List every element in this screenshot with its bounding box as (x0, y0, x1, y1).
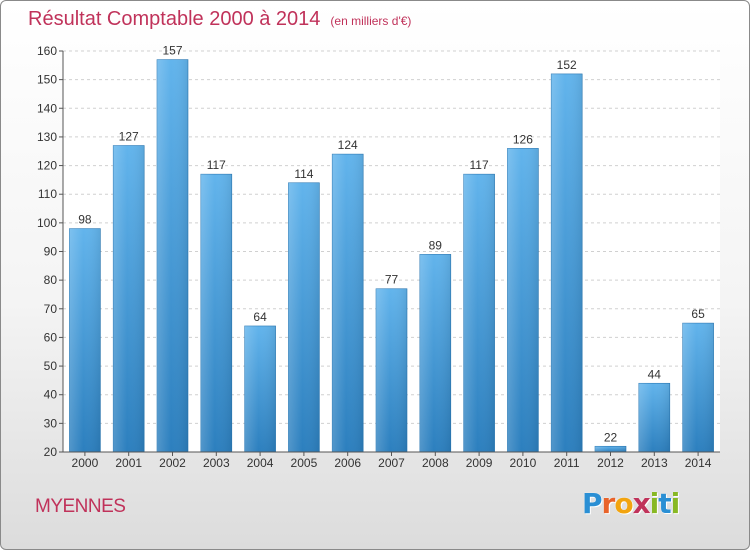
data-label: 126 (513, 132, 533, 146)
data-label: 64 (253, 310, 267, 324)
bar-shine (463, 174, 495, 452)
y-tick-label: 160 (37, 44, 57, 58)
data-label: 22 (604, 430, 618, 444)
y-tick-label: 110 (38, 187, 57, 201)
logo-letter: r (601, 487, 616, 520)
bar-shine (200, 174, 232, 452)
bar-shine (638, 383, 670, 452)
data-label: 127 (119, 130, 139, 144)
bar-shine (69, 228, 101, 452)
town-name: MYENNES (35, 496, 126, 517)
x-tick-label: 2014 (685, 456, 712, 470)
logo-letter: i (649, 487, 660, 520)
y-tick-label: 60 (44, 330, 58, 344)
logo-letter: x (632, 487, 651, 520)
x-tick-label: 2005 (291, 456, 318, 470)
x-tick-label: 2012 (597, 456, 624, 470)
logo-letter: P (582, 487, 603, 520)
data-label: 152 (557, 58, 577, 72)
y-tick-label: 100 (37, 216, 57, 230)
x-tick-label: 2003 (203, 456, 230, 470)
x-tick-label: 2004 (247, 456, 274, 470)
bar-shine (244, 325, 276, 452)
x-tick-label: 2008 (422, 456, 449, 470)
data-label: 157 (162, 44, 182, 58)
bar-shine (288, 182, 320, 452)
y-tick-label: 30 (44, 416, 58, 430)
y-tick-label: 90 (44, 245, 58, 259)
y-tick-label: 140 (37, 101, 57, 115)
bar-shine (682, 323, 714, 452)
x-tick-label: 2000 (72, 456, 99, 470)
bar-shine (332, 154, 364, 452)
proxiti-logo[interactable]: Proxiti (582, 487, 681, 520)
y-tick-label: 40 (44, 388, 58, 402)
data-label: 124 (338, 138, 358, 152)
data-label: 114 (294, 167, 313, 181)
y-tick-label: 120 (37, 159, 57, 173)
bar-shine (113, 145, 145, 452)
y-tick-label: 50 (44, 359, 58, 373)
y-tick-label: 130 (37, 130, 57, 144)
chart-title-text: Résultat Comptable 2000 à 2014 (28, 8, 321, 30)
x-tick-label: 2010 (510, 456, 537, 470)
data-label: 77 (385, 273, 399, 287)
x-tick-label: 2009 (466, 456, 493, 470)
data-label: 89 (429, 238, 443, 252)
data-label: 65 (691, 307, 705, 321)
x-tick-label: 2001 (115, 456, 142, 470)
y-tick-label: 20 (44, 445, 58, 459)
x-tick-label: 2007 (378, 456, 405, 470)
logo-letter: t (658, 487, 671, 520)
bar-shine (157, 59, 188, 452)
data-label: 98 (78, 213, 92, 227)
x-tick-label: 2013 (641, 456, 668, 470)
bar-shine (419, 254, 451, 452)
logo-letter: i (670, 487, 681, 520)
y-tick-label: 70 (44, 302, 58, 316)
data-label: 117 (207, 158, 226, 172)
bar-shine (595, 446, 626, 452)
data-label: 117 (470, 158, 489, 172)
bar-shine (551, 73, 583, 453)
bar-shine (376, 288, 407, 452)
bar-shine (507, 148, 539, 452)
y-tick-label: 80 (44, 273, 58, 287)
chart-subtitle: (en milliers d'€) (330, 14, 412, 28)
chart-title: Résultat Comptable 2000 à 2014 (en millie… (28, 8, 411, 31)
x-tick-label: 2006 (334, 456, 361, 470)
x-tick-label: 2002 (159, 456, 186, 470)
logo-letter: o (614, 487, 633, 520)
y-tick-label: 150 (37, 73, 57, 87)
data-label: 44 (648, 367, 662, 381)
x-tick-label: 2011 (554, 456, 580, 470)
